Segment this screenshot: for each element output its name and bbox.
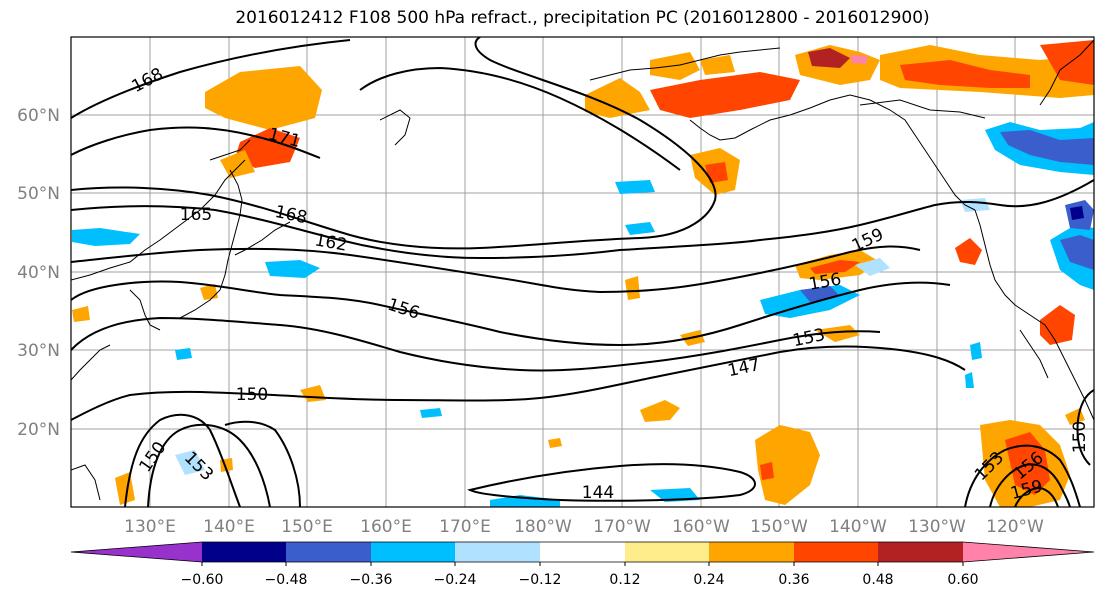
lat-tick-label: 20°N [17,420,60,440]
colorbar-labels: −0.60 −0.48 −0.36 −0.24 −0.12 0.12 0.24 … [181,572,979,588]
colorbar-bin [540,542,625,562]
colorbar-label: 0.48 [862,572,893,588]
map-area [71,37,1094,507]
colorbar-bin [963,542,1094,562]
lon-tick-label: 140°W [829,517,887,537]
colorbar-bin [625,542,709,562]
map-frame [70,36,1095,508]
lon-tick-label: 130°W [908,517,966,537]
lon-tick-label: 170°W [593,517,651,537]
gridlines [71,37,1094,507]
lon-tick-label: 150°W [750,517,808,537]
colorbar-bin [371,542,455,562]
colorbar-bin [202,542,286,562]
colorbar-label: 0.36 [778,572,809,588]
colorbar-label: 0.24 [693,572,724,588]
colorbar [70,541,1095,566]
colorbar-label: −0.48 [265,572,308,588]
lat-tick-label: 30°N [17,341,60,361]
colorbar-label: −0.24 [434,572,477,588]
lon-tick-label: 160°W [672,517,730,537]
contour-label: 165 [180,205,212,225]
lon-tick-label: 130°E [124,517,176,537]
colorbar-label: 0.12 [609,572,640,588]
lon-tick-label: 170°E [439,517,491,537]
lat-tick-label: 50°N [17,184,60,204]
lon-tick-label: 140°E [203,517,255,537]
precip-positive-patches [72,40,1094,507]
coastlines [71,39,1094,501]
colorbar-bin [286,542,371,562]
colorbar-bin [878,542,963,562]
lon-tick-label: 160°E [360,517,412,537]
lat-tick-label: 60°N [17,106,60,126]
colorbar-label: 0.60 [947,572,978,588]
contour-label: 150 [1070,421,1090,453]
contour-label: 144 [582,483,614,503]
colorbar-bin [71,542,202,562]
refractivity-contours [71,37,1094,507]
longitude-ticks: 130°E 140°E 150°E 160°E 170°E 180°W 170°… [124,517,1044,537]
colorbar-bin [455,542,540,562]
lon-tick-label: 150°E [281,517,333,537]
lon-tick-label: 120°W [986,517,1044,537]
lat-tick-label: 40°N [17,263,60,283]
colorbar-label: −0.12 [519,572,562,588]
contour-label: 150 [236,385,268,405]
map-title: 2016012412 F108 500 hPa refract., precip… [235,8,930,28]
colorbar-label: −0.36 [350,572,393,588]
colorbar-label: −0.60 [181,572,224,588]
colorbar-bin [709,542,794,562]
latitude-ticks: 60°N 50°N 40°N 30°N 20°N [17,106,60,440]
colorbar-bin [794,542,878,562]
lon-tick-label: 180°W [514,517,572,537]
